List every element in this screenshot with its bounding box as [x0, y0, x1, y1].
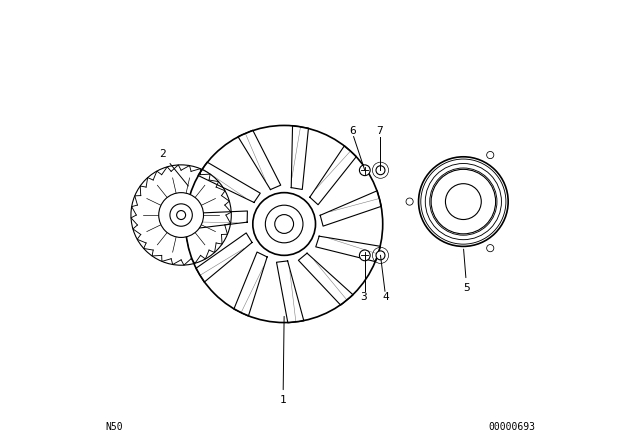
Polygon shape	[238, 130, 281, 190]
Polygon shape	[316, 236, 381, 262]
Circle shape	[159, 193, 204, 237]
Circle shape	[419, 157, 508, 246]
Circle shape	[266, 205, 303, 243]
Circle shape	[253, 193, 316, 255]
Text: 3: 3	[360, 292, 367, 302]
Text: 2: 2	[159, 149, 188, 186]
Polygon shape	[276, 261, 304, 323]
Circle shape	[431, 169, 495, 234]
Polygon shape	[234, 252, 267, 316]
Text: N50: N50	[105, 422, 123, 432]
Polygon shape	[198, 162, 260, 202]
Polygon shape	[291, 125, 308, 190]
Text: 7: 7	[376, 126, 383, 136]
Text: 00000693: 00000693	[488, 422, 535, 432]
Circle shape	[445, 184, 481, 220]
Text: 5: 5	[463, 249, 470, 293]
Polygon shape	[186, 211, 248, 230]
Circle shape	[376, 251, 385, 260]
Polygon shape	[298, 253, 353, 305]
Text: 1: 1	[280, 316, 287, 405]
Polygon shape	[196, 233, 252, 282]
Text: 4: 4	[383, 292, 390, 302]
Polygon shape	[320, 191, 381, 226]
Circle shape	[486, 245, 494, 252]
Circle shape	[360, 250, 370, 261]
Circle shape	[177, 211, 186, 220]
Circle shape	[376, 166, 385, 175]
Circle shape	[170, 204, 192, 226]
Circle shape	[275, 215, 294, 233]
Circle shape	[406, 198, 413, 205]
Circle shape	[360, 165, 370, 176]
Circle shape	[486, 151, 494, 159]
Text: 6: 6	[349, 126, 356, 136]
Polygon shape	[310, 146, 356, 205]
